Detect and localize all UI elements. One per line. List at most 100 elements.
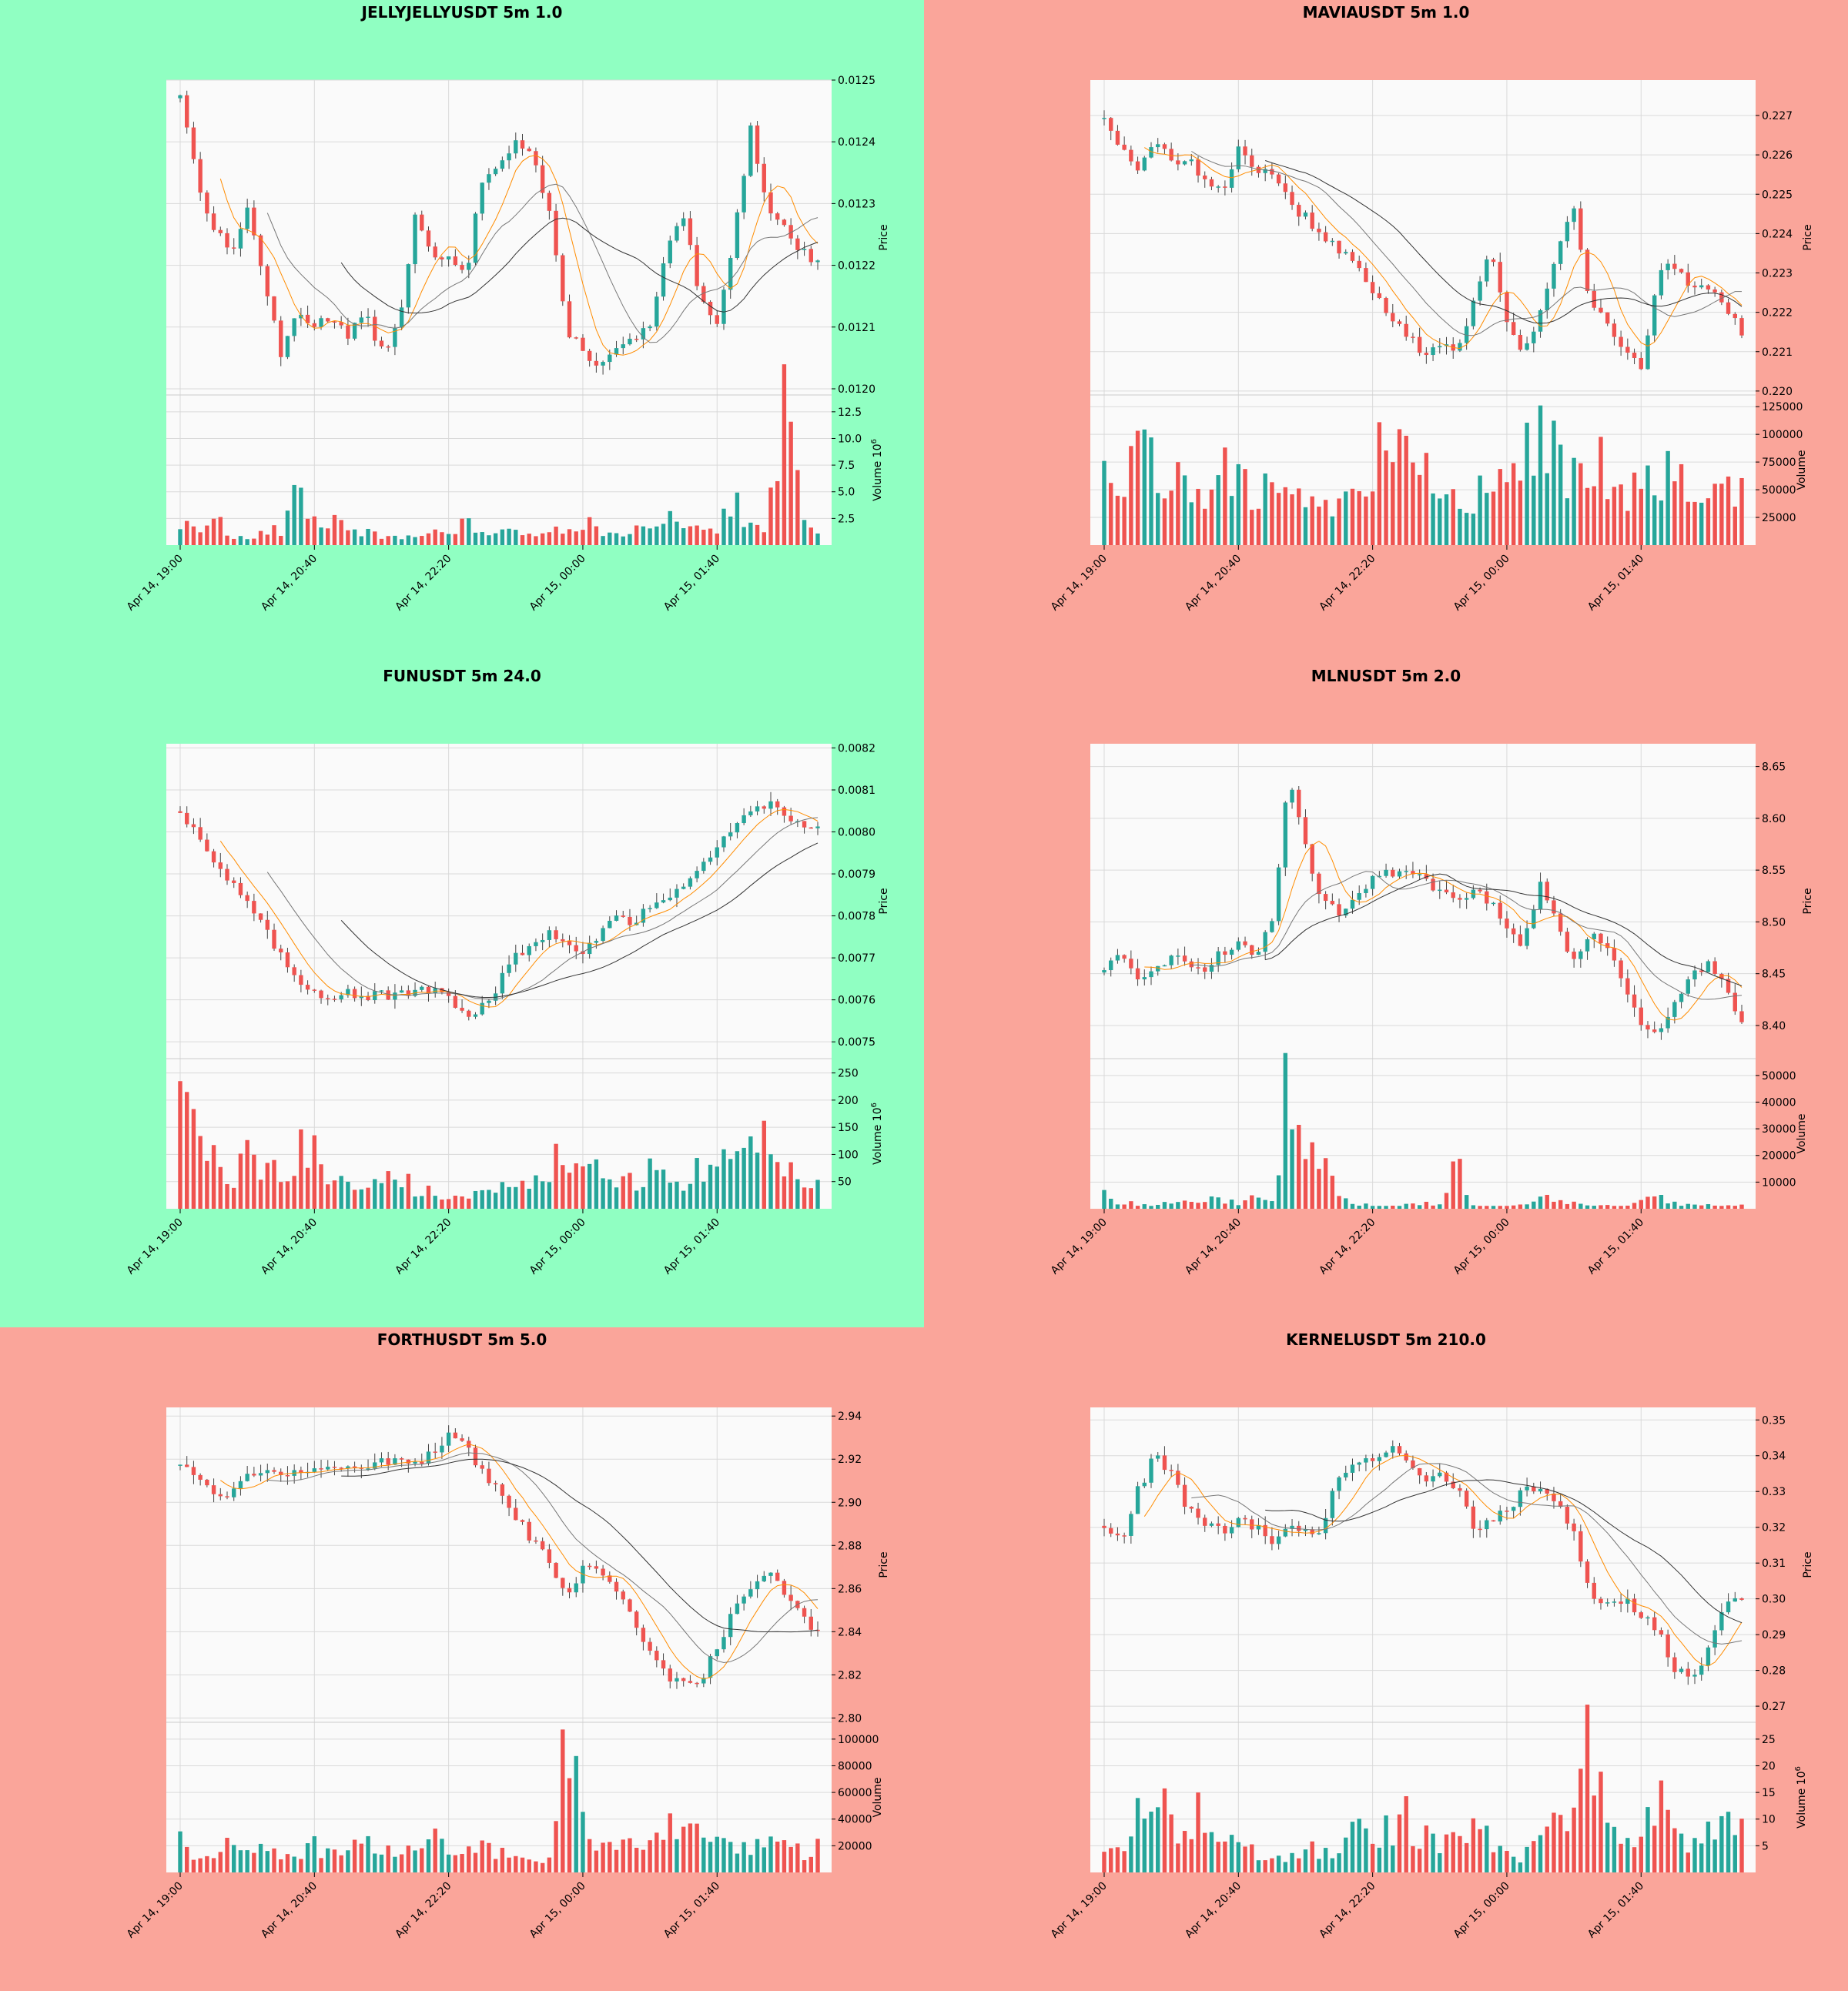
candle-body (1189, 159, 1194, 162)
price-tick-label: 8.65 (1762, 761, 1786, 774)
volume-bar (675, 521, 679, 545)
volume-bar (681, 528, 686, 545)
volume-bar (346, 1181, 350, 1209)
volume-bar (688, 1823, 693, 1872)
candle-body (1639, 1612, 1643, 1618)
volume-bar (1491, 1206, 1496, 1209)
candle-body (493, 1483, 498, 1484)
candle-body (681, 886, 686, 889)
volume-bar (332, 1849, 337, 1872)
volume-bar (634, 525, 639, 545)
candle-body (1431, 1476, 1435, 1482)
volume-bar (527, 1189, 531, 1209)
volume-bar (594, 1850, 599, 1872)
volume-bar (285, 1181, 290, 1209)
volume-bar (440, 1839, 444, 1872)
candle-body (1223, 951, 1227, 955)
volume-bar (1243, 469, 1247, 545)
volume-bar (1297, 1124, 1301, 1209)
candle-body (1645, 1025, 1650, 1030)
candle-body (561, 1578, 565, 1588)
volume-bar (319, 1164, 323, 1209)
volume-bar (608, 532, 612, 545)
candle-body (1639, 1007, 1643, 1026)
candle-body (265, 919, 270, 930)
volume-bar (1739, 477, 1744, 545)
volume-bar (1404, 1795, 1408, 1872)
candle-body (735, 823, 740, 833)
price-tick-label: 0.27 (1762, 1701, 1786, 1713)
volume-bar (379, 1854, 384, 1872)
volume-bar (641, 1849, 646, 1872)
volume-bar (272, 1848, 276, 1872)
candle-body (1578, 208, 1583, 250)
volume-bar (366, 1835, 370, 1872)
candle-body (279, 320, 283, 357)
volume-bar (621, 1176, 625, 1209)
candle-body (762, 806, 766, 809)
candle-body (305, 985, 310, 990)
volume-bar (1424, 1201, 1429, 1209)
candle-body (688, 1681, 693, 1683)
volume-bar (1726, 476, 1731, 545)
volume-bar (668, 1183, 672, 1209)
volume-bar (258, 1180, 263, 1209)
volume-bar (634, 1190, 639, 1209)
price-tick-label: 0.0122 (838, 260, 875, 273)
candle-body (1256, 166, 1261, 173)
price-tick-label: 0.33 (1762, 1486, 1786, 1498)
volume-bar (1552, 420, 1556, 545)
volume-bar (1485, 493, 1489, 545)
candle-body (587, 350, 592, 361)
volume-bar (433, 1196, 437, 1209)
candle-body (339, 322, 343, 326)
volume-bar (675, 1181, 679, 1209)
volume-bar (1256, 1197, 1261, 1209)
volume-bar (285, 1854, 290, 1872)
candlestick-chart: Apr 14, 19:00 Apr 14, 20:40 Apr 14, 22:20 A… (924, 664, 1848, 1327)
candle-body (1236, 941, 1241, 950)
volume-bar (534, 1175, 538, 1209)
candle-body (1625, 978, 1630, 995)
candle-body (1491, 1520, 1496, 1522)
candle-body (487, 1468, 491, 1484)
volume-bar (1182, 475, 1187, 545)
price-tick-label: 8.40 (1762, 1020, 1786, 1032)
candle-body (1115, 130, 1120, 145)
candle-body (1169, 149, 1173, 161)
volume-bar (1364, 1203, 1368, 1209)
candle-body (1162, 144, 1167, 149)
volume-tick-label: 12.5 (838, 407, 862, 419)
candle-body (701, 286, 706, 303)
candle-body (1102, 118, 1106, 119)
moving-average-line (219, 808, 819, 1008)
volume-bar (1612, 1206, 1617, 1209)
volume-tick-label: 50000 (1762, 484, 1796, 497)
candle-body (211, 1485, 216, 1494)
volume-bar (500, 1182, 505, 1209)
volume-bar (1317, 1169, 1321, 1209)
volume-bar (561, 534, 565, 545)
candle-body (735, 212, 740, 259)
volume-bar (775, 1841, 780, 1872)
volume-bar (628, 1838, 632, 1872)
candle-body (1357, 1462, 1361, 1465)
volume-bar (1263, 473, 1267, 545)
candle-body (352, 323, 357, 339)
volume-bar (695, 1823, 699, 1872)
price-tick-label: 0.225 (1762, 189, 1793, 201)
volume-bar (366, 528, 370, 545)
volume-bar (326, 1848, 330, 1872)
chart-panel-kernelusdt: Apr 14, 19:00 Apr 14, 20:40 Apr 14, 22:20 A… (924, 1327, 1848, 1991)
volume-bar (1538, 1835, 1543, 1872)
candle-body (1122, 1535, 1127, 1537)
volume-bar (1652, 1825, 1657, 1872)
volume-bar (701, 1837, 706, 1872)
volume-bar (768, 1836, 773, 1872)
chart-title: MAVIAUSDT 5m 1.0 (1302, 3, 1470, 22)
volume-bar (661, 1170, 666, 1209)
volume-bar (1732, 1206, 1737, 1209)
volume-bar (1156, 1204, 1160, 1209)
price-tick-label: 2.84 (838, 1626, 862, 1638)
price-tick-label: 0.222 (1762, 307, 1793, 320)
